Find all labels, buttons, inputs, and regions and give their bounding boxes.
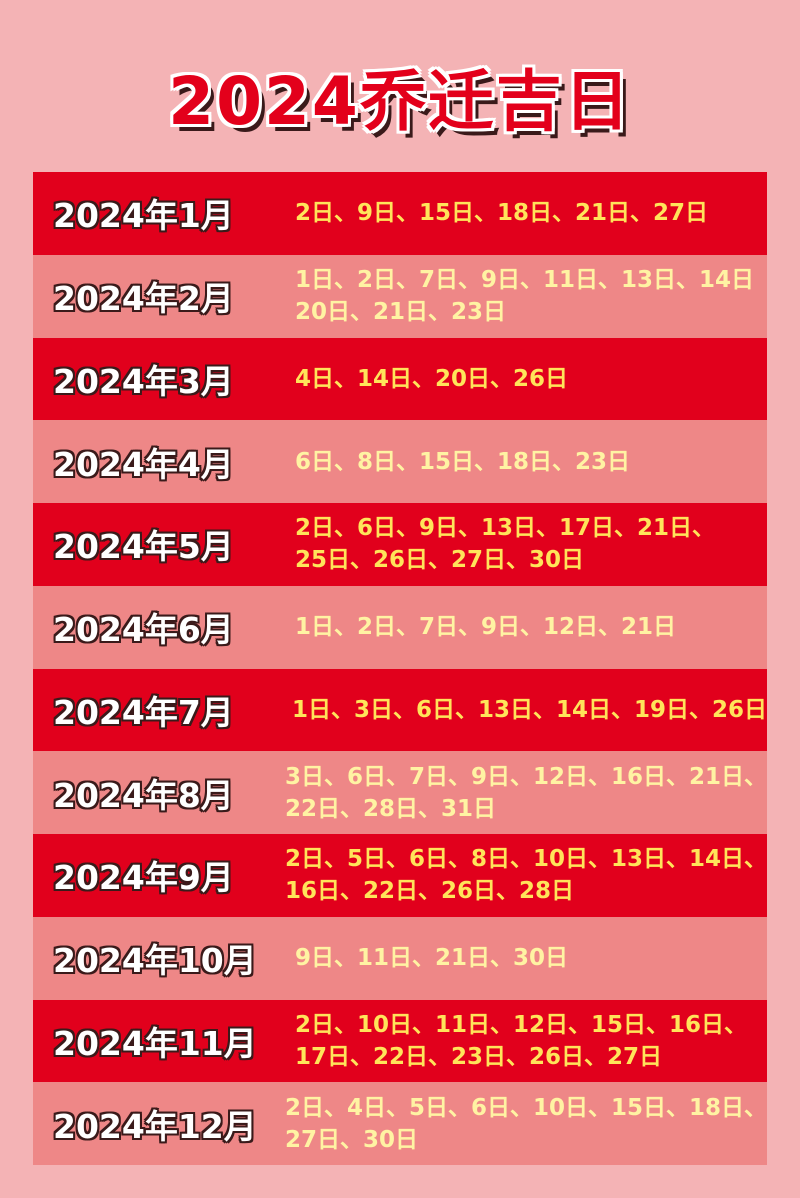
month-label: 2024年4月 bbox=[53, 444, 234, 484]
month-label: 2024年3月 bbox=[53, 361, 234, 401]
month-label: 2024年1月 bbox=[53, 196, 234, 236]
days-line: 16日、22日、26日、28日 bbox=[284, 878, 574, 905]
auspicious-days: 9日、11日、21日、30日 bbox=[295, 942, 568, 974]
auspicious-days: 1日、2日、7日、9日、11日、13日、14日 20日、21日、23日 bbox=[295, 264, 754, 328]
table-row: 2024年12月 2日、4日、5日、6日、10日、15日、18日、 27日、30日 bbox=[33, 1082, 767, 1165]
days-line: 1日、2日、7日、9日、11日、13日、14日 bbox=[295, 267, 755, 294]
table-row: 2024年7月 1日、3日、6日、13日、14日、19日、26日 bbox=[33, 668, 767, 752]
days-line: 27日、30日 bbox=[284, 1126, 418, 1153]
days-line: 1日、3日、6日、13日、14日、19日、26日 bbox=[291, 696, 767, 723]
auspicious-days: 2日、9日、15日、18日、21日、27日 bbox=[295, 197, 708, 229]
days-line: 3日、6日、7日、9日、12日、16日、21日、 bbox=[284, 763, 767, 790]
table-row: 2024年8月 3日、6日、7日、9日、12日、16日、21日、 22日、28日、3… bbox=[33, 751, 767, 834]
month-label: 2024年12月 bbox=[53, 1106, 257, 1146]
table-row: 2024年4月 6日、8日、15日、18日、23日 bbox=[33, 420, 767, 503]
table-row: 2024年2月 1日、2日、7日、9日、11日、13日、14日 20日、21日、23… bbox=[33, 254, 767, 338]
days-line: 9日、11日、21日、30日 bbox=[295, 945, 569, 972]
auspicious-days: 1日、3日、6日、13日、14日、19日、26日 bbox=[292, 694, 767, 726]
days-line: 2日、4日、5日、6日、10日、15日、18日、 bbox=[284, 1094, 767, 1121]
days-line: 20日、21日、23日 bbox=[295, 299, 507, 326]
table-row: 2024年5月 2日、6日、9日、13日、17日、21日、 25日、26日、27日、… bbox=[33, 503, 767, 586]
days-line: 2日、5日、6日、8日、10日、13日、14日、 bbox=[284, 846, 767, 873]
days-line: 22日、28日、31日 bbox=[284, 795, 496, 822]
auspicious-days: 3日、6日、7日、9日、12日、16日、21日、 22日、28日、31日 bbox=[285, 761, 767, 825]
month-label: 2024年2月 bbox=[53, 279, 234, 319]
table-row: 2024年10月 9日、11日、21日、30日 bbox=[33, 916, 767, 1000]
auspicious-days: 1日、2日、7日、9日、12日、21日 bbox=[295, 611, 676, 643]
month-label: 2024年8月 bbox=[53, 775, 234, 815]
table-row: 2024年11月 2日、10日、11日、12日、15日、16日、 17日、22日、2… bbox=[33, 999, 767, 1083]
auspicious-days: 6日、8日、15日、18日、23日 bbox=[295, 446, 630, 478]
days-line: 4日、14日、20日、26日 bbox=[295, 365, 569, 392]
date-table: 2024年1月 2日、9日、15日、18日、21日、27日 2024年2月 1日、2日… bbox=[33, 172, 767, 1165]
month-label: 2024年11月 bbox=[53, 1023, 257, 1063]
month-label: 2024年5月 bbox=[53, 527, 234, 567]
table-row: 2024年9月 2日、5日、6日、8日、10日、13日、14日、 16日、22日、2… bbox=[33, 834, 767, 917]
title: 2024乔迁吉日 bbox=[168, 63, 632, 140]
days-line: 6日、8日、15日、18日、23日 bbox=[295, 448, 631, 475]
table-row: 2024年1月 2日、9日、15日、18日、21日、27日 bbox=[33, 172, 767, 255]
days-line: 17日、22日、23日、26日、27日 bbox=[295, 1043, 663, 1070]
days-line: 2日、10日、11日、12日、15日、16日、 bbox=[295, 1011, 748, 1038]
days-line: 2日、9日、15日、18日、21日、27日 bbox=[295, 200, 709, 227]
days-line: 2日、6日、9日、13日、17日、21日、 bbox=[295, 515, 716, 542]
auspicious-days: 2日、10日、11日、12日、15日、16日、 17日、22日、23日、26日、2… bbox=[295, 1009, 747, 1073]
auspicious-days: 2日、5日、6日、8日、10日、13日、14日、 16日、22日、26日、28日 bbox=[285, 843, 767, 907]
auspicious-days: 4日、14日、20日、26日 bbox=[295, 363, 568, 395]
days-line: 25日、26日、27日、30日 bbox=[295, 547, 585, 574]
days-line: 1日、2日、7日、9日、12日、21日 bbox=[295, 614, 677, 641]
auspicious-days: 2日、6日、9日、13日、17日、21日、 25日、26日、27日、30日 bbox=[295, 512, 715, 576]
table-row: 2024年6月 1日、2日、7日、9日、12日、21日 bbox=[33, 585, 767, 669]
month-label: 2024年10月 bbox=[53, 941, 257, 981]
table-row: 2024年3月 4日、14日、20日、26日 bbox=[33, 337, 767, 421]
month-label: 2024年7月 bbox=[53, 692, 234, 732]
month-label: 2024年6月 bbox=[53, 610, 234, 650]
auspicious-days: 2日、4日、5日、6日、10日、15日、18日、 27日、30日 bbox=[285, 1092, 767, 1156]
month-label: 2024年9月 bbox=[53, 858, 234, 898]
